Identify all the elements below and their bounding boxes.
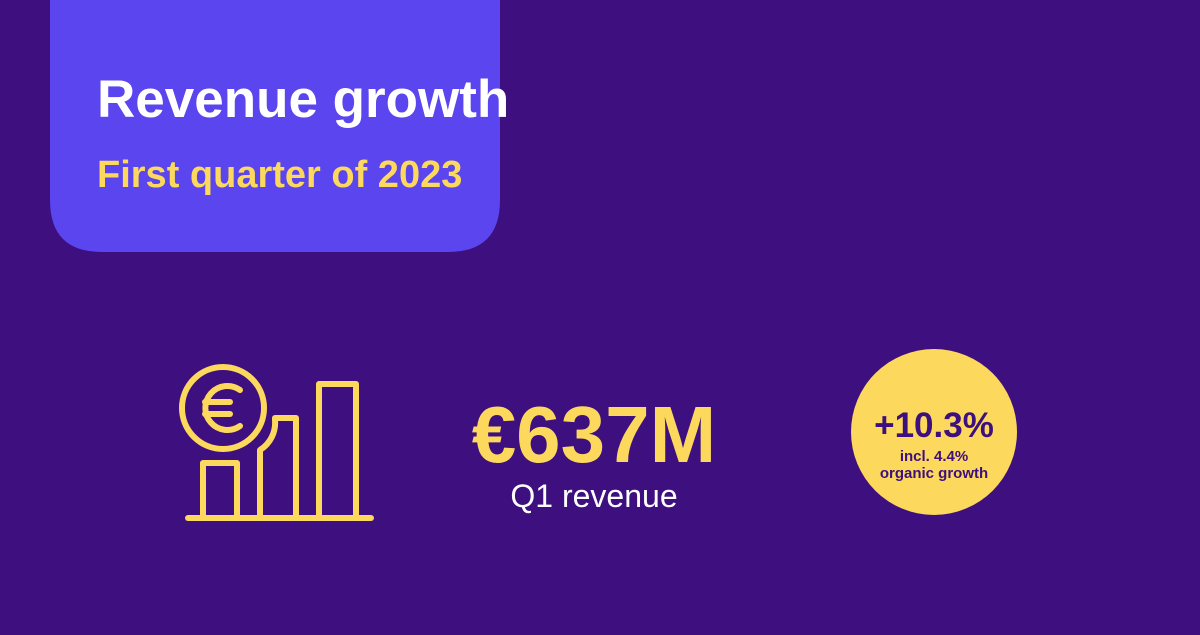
icon-bar [257, 415, 299, 521]
coin [179, 364, 267, 452]
kpi-value: €637M [472, 390, 717, 479]
title: Revenue growth [97, 70, 509, 129]
header-panel [50, 0, 500, 252]
badge-value: +10.3% [874, 406, 994, 445]
badge-note: organic growth [880, 465, 988, 482]
kpi-label: Q1 revenue [510, 478, 677, 514]
revenue-icon [179, 364, 374, 521]
badge [851, 349, 1017, 515]
subtitle: First quarter of 2023 [97, 154, 462, 196]
euro-arc [202, 383, 243, 433]
badge-note: incl. 4.4% [900, 448, 968, 465]
